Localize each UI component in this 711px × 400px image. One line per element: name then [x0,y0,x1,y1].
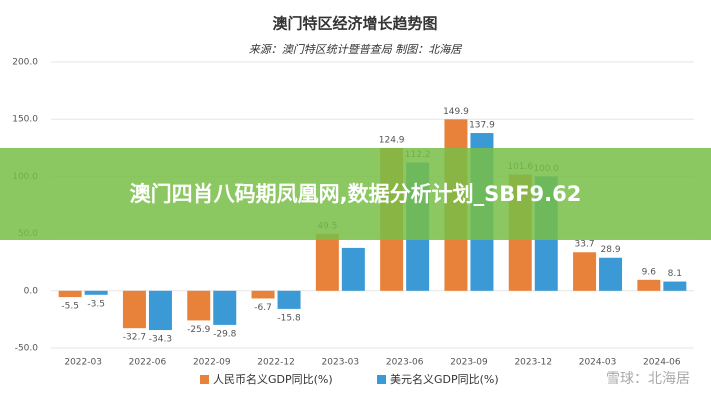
chart-title: 澳门特区经济增长趋势图 [272,15,437,33]
bar [277,290,301,309]
data-label: 137.9 [469,121,495,131]
x-tick-label: 2022-03 [64,358,102,368]
data-label: -3.5 [87,299,105,309]
y-tick-label: 0.0 [24,286,39,296]
data-label: -5.5 [61,302,79,312]
data-label: 149.9 [443,107,469,117]
bar [663,281,687,291]
chart-subtitle: 来源：澳门特区统计暨普查局 制图：北海居 [249,43,462,56]
legend-swatch [200,375,209,384]
x-tick-label: 2023-09 [450,358,488,368]
legend-label: 美元名义GDP同比(%) [390,372,499,386]
x-tick-label: 2022-06 [129,358,167,368]
bar [315,234,339,291]
y-tick-label: -50.0 [15,344,39,354]
data-label: -6.7 [254,303,272,313]
bar [84,290,108,295]
x-tick-label: 2023-06 [386,358,424,368]
legend-swatch [377,375,386,384]
watermark: 雪球：北海居 [606,371,690,387]
bar [341,247,365,291]
bar [122,290,146,329]
x-tick-label: 2024-06 [643,358,681,368]
data-label: -25.9 [187,325,211,335]
bar [599,257,623,291]
data-label: 28.9 [601,245,621,255]
data-label: 33.7 [575,240,595,250]
overlay-banner: 澳门四肖八码期凤凰网,数据分析计划_SBF9.62 [0,148,711,240]
x-tick-label: 2023-03 [322,358,360,368]
data-label: -15.8 [277,313,301,323]
bar [213,290,237,325]
data-label: 8.1 [668,269,682,279]
x-tick-label: 2024-03 [579,358,617,368]
bar [58,290,82,298]
bar [187,290,211,321]
bar [251,290,275,299]
x-tick-label: 2023-12 [514,358,552,368]
data-label: -34.3 [149,335,172,345]
bar [148,290,172,331]
x-tick-label: 2022-12 [257,358,295,368]
bar [637,279,661,291]
legend-label: 人民币名义GDP同比(%) [213,372,333,386]
x-tick-label: 2022-09 [193,358,231,368]
bar [573,252,597,291]
y-tick-label: 150.0 [12,115,38,125]
y-tick-label: 200.0 [12,58,38,68]
overlay-text: 澳门四肖八码期凤凰网,数据分析计划_SBF9.62 [129,182,582,206]
data-label: 9.6 [642,267,657,277]
data-label: -29.8 [213,329,237,339]
data-label: 124.9 [379,135,405,145]
data-label: -32.7 [123,333,146,343]
